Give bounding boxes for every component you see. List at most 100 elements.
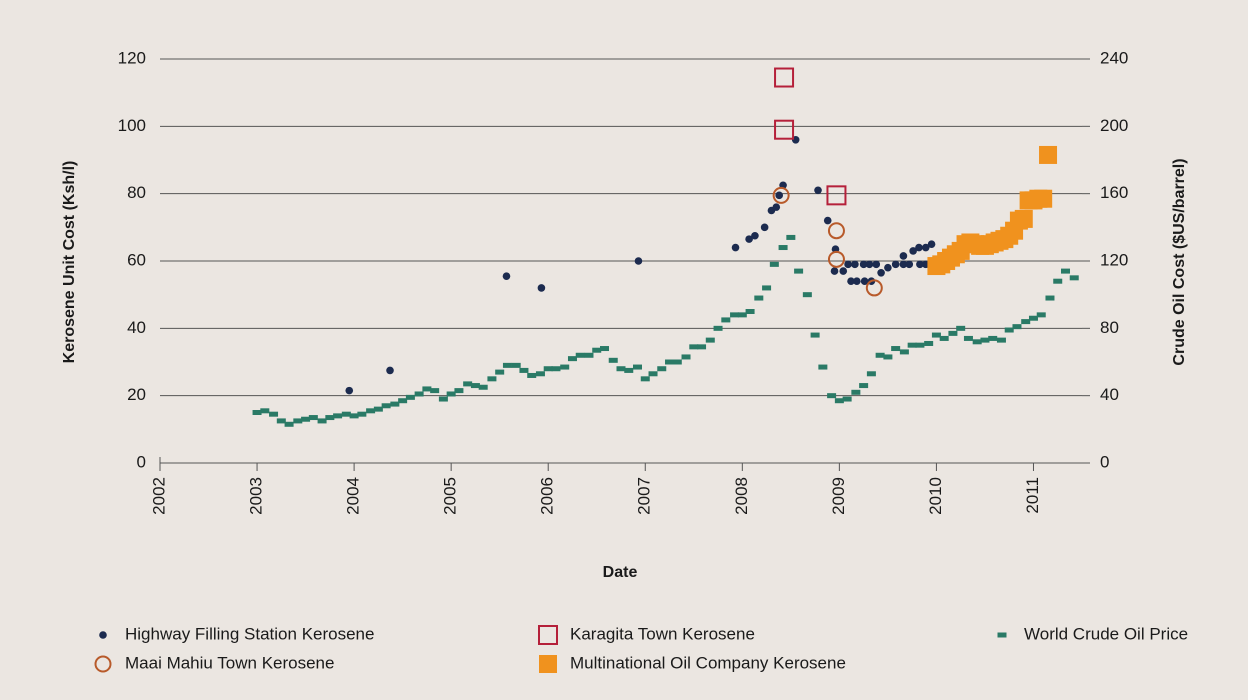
dash bbox=[600, 346, 610, 352]
y2-tick-label: 160 bbox=[1100, 183, 1128, 202]
dash bbox=[584, 352, 594, 358]
dot bbox=[905, 260, 914, 269]
dash bbox=[827, 393, 837, 399]
dash bbox=[818, 364, 828, 370]
y-tick-label: 20 bbox=[127, 385, 146, 404]
y-tick-label: 100 bbox=[118, 116, 146, 135]
dash bbox=[632, 364, 642, 370]
dot bbox=[844, 260, 852, 269]
x-tick-label: 2005 bbox=[441, 477, 460, 515]
y2-tick-label: 0 bbox=[1100, 452, 1109, 471]
dash bbox=[269, 411, 279, 417]
dash bbox=[495, 369, 505, 375]
dash bbox=[939, 335, 949, 341]
legend-label: Highway Filling Station Kerosene bbox=[125, 624, 374, 643]
dot bbox=[909, 247, 917, 255]
dash bbox=[891, 346, 901, 352]
dash bbox=[1004, 327, 1014, 333]
open-circle bbox=[772, 186, 790, 204]
dot bbox=[814, 186, 822, 195]
dot bbox=[830, 267, 839, 275]
dash bbox=[980, 337, 990, 343]
dash bbox=[405, 394, 415, 400]
dot bbox=[853, 277, 861, 286]
dash bbox=[1021, 319, 1031, 325]
dash bbox=[616, 366, 626, 372]
dash bbox=[769, 261, 779, 267]
x-tick-label: 2004 bbox=[344, 477, 363, 515]
dash bbox=[502, 362, 512, 368]
dot bbox=[823, 216, 832, 225]
dot bbox=[745, 235, 753, 243]
x-tick-label: 2008 bbox=[732, 477, 751, 515]
dot bbox=[865, 260, 874, 269]
legend-marker bbox=[94, 655, 112, 673]
dash bbox=[414, 391, 424, 397]
dash bbox=[592, 347, 602, 353]
dot bbox=[927, 240, 936, 248]
dash bbox=[543, 366, 553, 372]
dash bbox=[478, 384, 488, 390]
dot bbox=[884, 263, 892, 272]
dash bbox=[786, 234, 796, 240]
dash bbox=[665, 359, 675, 365]
dash bbox=[454, 388, 464, 394]
dash bbox=[681, 354, 691, 360]
dash bbox=[446, 391, 456, 397]
y2-tick-label: 240 bbox=[1100, 48, 1128, 67]
legend-label: World Crude Oil Price bbox=[1024, 624, 1188, 643]
x-tick-label: 2002 bbox=[149, 477, 168, 515]
dash bbox=[859, 383, 869, 389]
y2-tick-label: 120 bbox=[1100, 250, 1128, 269]
dot bbox=[915, 243, 923, 252]
dash bbox=[487, 376, 497, 382]
dash bbox=[883, 354, 893, 360]
dash bbox=[398, 398, 408, 404]
open-circle bbox=[827, 222, 845, 240]
dash bbox=[551, 366, 561, 372]
dash bbox=[697, 344, 707, 350]
dash bbox=[276, 418, 286, 424]
dash bbox=[851, 389, 861, 395]
dash bbox=[1028, 315, 1038, 321]
x-tick-label: 2007 bbox=[635, 477, 654, 515]
dot bbox=[772, 203, 781, 211]
dash bbox=[1069, 275, 1079, 281]
dash bbox=[1012, 324, 1022, 330]
open-square bbox=[774, 67, 795, 88]
dash bbox=[948, 330, 958, 336]
dot bbox=[751, 231, 759, 240]
legend-marker bbox=[538, 625, 558, 645]
dash bbox=[560, 364, 570, 370]
legend-marker bbox=[99, 631, 107, 639]
dash bbox=[754, 295, 764, 301]
dash bbox=[535, 371, 545, 377]
dash bbox=[284, 421, 294, 427]
dash bbox=[713, 325, 723, 331]
dot bbox=[839, 267, 848, 275]
dash bbox=[996, 337, 1006, 343]
x-tick-label: 2009 bbox=[829, 477, 848, 515]
dash bbox=[737, 312, 747, 318]
dash bbox=[333, 413, 343, 419]
legend-label: Maai Mahiu Town Kerosene bbox=[125, 653, 334, 672]
dot bbox=[859, 260, 868, 269]
dot bbox=[847, 277, 855, 286]
dot bbox=[872, 260, 881, 269]
dash bbox=[802, 292, 812, 298]
dash bbox=[778, 245, 788, 251]
dot bbox=[860, 277, 869, 286]
legend-label: Multinational Oil Company Kerosene bbox=[570, 653, 846, 672]
dash bbox=[567, 356, 577, 362]
y-tick-label: 40 bbox=[127, 318, 146, 337]
dash bbox=[608, 357, 618, 363]
dash bbox=[762, 285, 772, 291]
dot bbox=[899, 252, 908, 260]
dash bbox=[1061, 268, 1071, 274]
dash bbox=[1036, 312, 1046, 318]
square bbox=[1039, 145, 1058, 164]
dash bbox=[972, 339, 982, 345]
square bbox=[1014, 209, 1033, 228]
dash bbox=[293, 418, 303, 424]
dash bbox=[657, 366, 667, 372]
